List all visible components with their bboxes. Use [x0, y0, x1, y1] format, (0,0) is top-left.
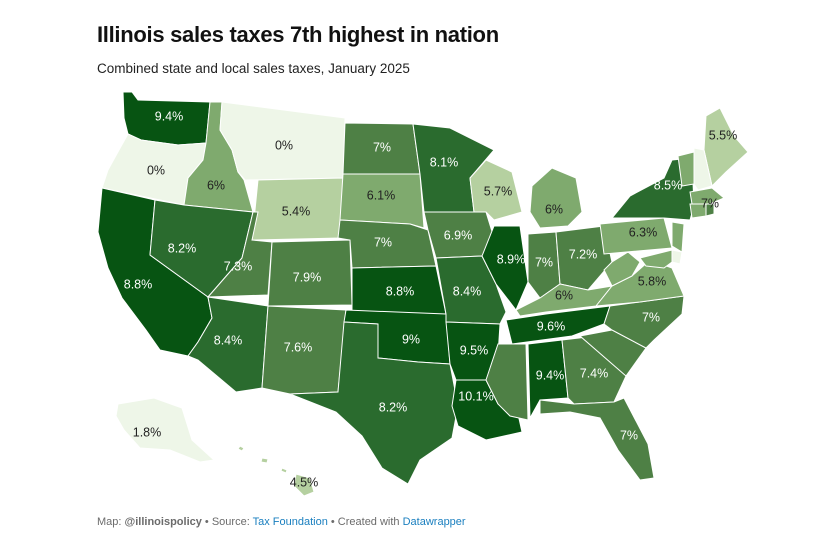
source-link[interactable]: Tax Foundation	[252, 516, 328, 528]
state-de[interactable]	[671, 249, 683, 265]
state-label-wi: 5.7%	[484, 184, 513, 198]
state-label-me: 5.5%	[709, 128, 738, 142]
datawrapper-link[interactable]: Datawrapper	[402, 516, 466, 528]
state-label-in: 7%	[535, 255, 553, 269]
state-tx[interactable]	[289, 321, 459, 485]
states-layer	[97, 91, 749, 497]
labels-layer: 9.4% 0% 8.8% 6% 8.2% 0% 5.4% 7.3% 8.4% 7.9% 7.6% 7%…	[124, 109, 738, 489]
state-al[interactable]	[527, 339, 569, 420]
state-label-ct: 7%	[701, 196, 719, 210]
state-label-sd: 6.1%	[367, 188, 396, 202]
state-label-mo: 8.4%	[453, 284, 482, 298]
state-label-nd: 7%	[373, 140, 391, 154]
state-nc[interactable]	[603, 295, 685, 349]
state-label-wa: 9.4%	[155, 109, 184, 123]
state-label-id: 6%	[207, 178, 225, 192]
state-label-ks: 8.8%	[386, 284, 415, 298]
state-label-ak: 1.8%	[133, 425, 162, 439]
footer-credits: Map: @illinoispolicy • Source: Tax Found…	[97, 516, 466, 528]
state-hi[interactable]	[237, 445, 315, 497]
state-ak[interactable]	[115, 397, 216, 463]
state-label-co: 7.9%	[293, 270, 322, 284]
state-nj[interactable]	[671, 221, 685, 253]
state-label-ut: 7.3%	[224, 259, 253, 273]
map-subtitle: Combined state and local sales taxes, Ja…	[97, 61, 410, 76]
footer-map-prefix: Map:	[97, 516, 125, 528]
state-label-ca: 8.8%	[124, 277, 153, 291]
state-label-fl: 7%	[620, 428, 638, 442]
state-label-ok: 9%	[402, 332, 420, 346]
state-label-mn: 8.1%	[430, 155, 459, 169]
state-label-hi: 4.5%	[290, 475, 319, 489]
state-me[interactable]	[703, 107, 749, 187]
state-label-mi: 6%	[545, 202, 563, 216]
state-ms[interactable]	[485, 343, 529, 421]
state-label-ga: 7.4%	[580, 366, 609, 380]
state-wv[interactable]	[603, 251, 641, 287]
footer-map-credit: @illinoispolicy	[124, 516, 202, 528]
state-label-ia: 6.9%	[444, 228, 473, 242]
state-ri[interactable]	[705, 203, 715, 217]
state-label-pa: 6.3%	[629, 225, 658, 239]
state-pa[interactable]	[599, 217, 673, 255]
state-label-al: 9.4%	[536, 368, 565, 382]
state-wi[interactable]	[469, 159, 523, 221]
state-label-tn: 9.6%	[537, 319, 566, 333]
state-label-va: 5.8%	[638, 274, 667, 288]
state-label-nv: 8.2%	[168, 241, 197, 255]
state-mi[interactable]	[529, 167, 583, 229]
state-label-il: 8.9%	[497, 252, 526, 266]
state-md[interactable]	[639, 249, 673, 269]
state-label-mt: 0%	[275, 138, 293, 152]
state-label-wy: 5.4%	[282, 204, 311, 218]
state-label-or: 0%	[147, 163, 165, 177]
state-label-tx: 8.2%	[379, 400, 408, 414]
state-label-ny: 8.5%	[654, 178, 683, 192]
state-label-az: 8.4%	[214, 333, 243, 347]
footer-source-sep: • Source:	[201, 516, 253, 528]
state-label-ky: 6%	[555, 288, 573, 302]
state-label-ar: 9.5%	[460, 343, 489, 357]
state-label-la: 10.1%	[458, 389, 493, 403]
state-fl[interactable]	[539, 397, 655, 481]
state-ma[interactable]	[689, 187, 725, 205]
state-label-nm: 7.6%	[284, 340, 313, 354]
state-nh[interactable]	[693, 147, 713, 191]
state-label-nc: 7%	[642, 310, 660, 324]
state-oh[interactable]	[555, 225, 613, 291]
map-title: Illinois sales taxes 7th highest in nati…	[97, 22, 499, 47]
footer-tool-sep: • Created with	[327, 516, 403, 528]
state-label-oh: 7.2%	[569, 247, 598, 261]
state-label-ne: 7%	[374, 235, 392, 249]
